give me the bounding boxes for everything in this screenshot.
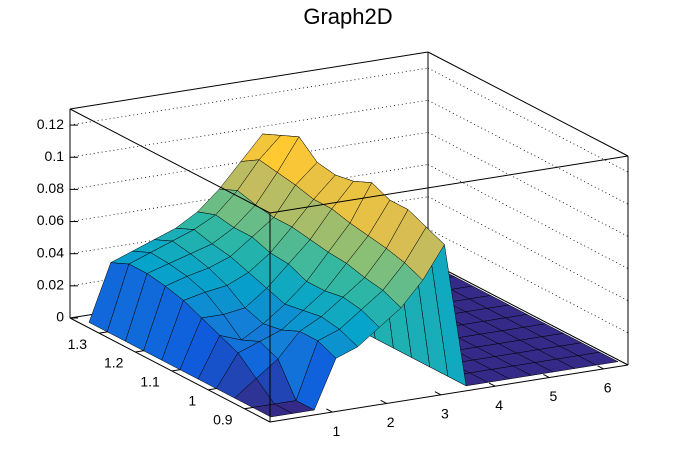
- x-tick: [326, 408, 333, 413]
- box-edge: [69, 108, 271, 214]
- y-tick: [208, 387, 218, 391]
- x-tick: [380, 399, 387, 404]
- z-tick-label: 0.08: [37, 180, 64, 196]
- x-tick-label: 5: [549, 388, 557, 404]
- grid-line: [69, 196, 429, 255]
- x-tick: [543, 373, 550, 378]
- grid-line: [427, 196, 629, 302]
- box-edge: [427, 51, 629, 157]
- x-tick-label: 2: [387, 414, 395, 430]
- box-edge: [69, 51, 429, 110]
- grid-line: [69, 164, 429, 222]
- grid-line: [427, 132, 629, 237]
- grid-line: [427, 164, 629, 269]
- y-tick-label: 1.2: [104, 355, 124, 371]
- x-tick: [488, 382, 496, 387]
- grid-line: [69, 67, 429, 126]
- z-tick-label: 0.12: [37, 116, 64, 132]
- y-axis: [69, 317, 271, 423]
- box-edge: [269, 155, 629, 214]
- y-tick: [135, 350, 145, 353]
- z-tick-label: 0.06: [37, 212, 64, 228]
- x-tick-label: 1: [332, 423, 340, 439]
- x-tick-label: 3: [441, 405, 449, 421]
- y-tick-label: 1.1: [140, 374, 160, 390]
- x-tick: [434, 391, 442, 396]
- y-tick: [171, 369, 181, 372]
- x-tick-label: 6: [604, 380, 612, 396]
- z-tick-label: 0.1: [45, 148, 65, 164]
- y-tick: [244, 406, 254, 410]
- grid-line: [427, 99, 629, 205]
- grid-line: [69, 99, 429, 158]
- x-tick-label: 4: [495, 397, 503, 413]
- grid-line: [69, 131, 429, 190]
- y-tick-label: 1.3: [68, 336, 88, 352]
- z-tick-label: 0.02: [37, 277, 64, 293]
- box-edge: [427, 260, 629, 366]
- surface-cell: [251, 403, 294, 418]
- y-tick-label: 1: [188, 393, 196, 409]
- x-axis: [269, 364, 629, 423]
- z-tick-label: 0: [56, 309, 64, 325]
- z-tick-label: 0.04: [37, 244, 64, 260]
- x-tick: [597, 365, 604, 370]
- y-tick-label: 0.9: [213, 411, 233, 427]
- grid-line: [427, 67, 629, 173]
- grid-line: [427, 228, 629, 334]
- chart-title: Graph2D: [303, 4, 392, 29]
- y-tick: [99, 331, 109, 334]
